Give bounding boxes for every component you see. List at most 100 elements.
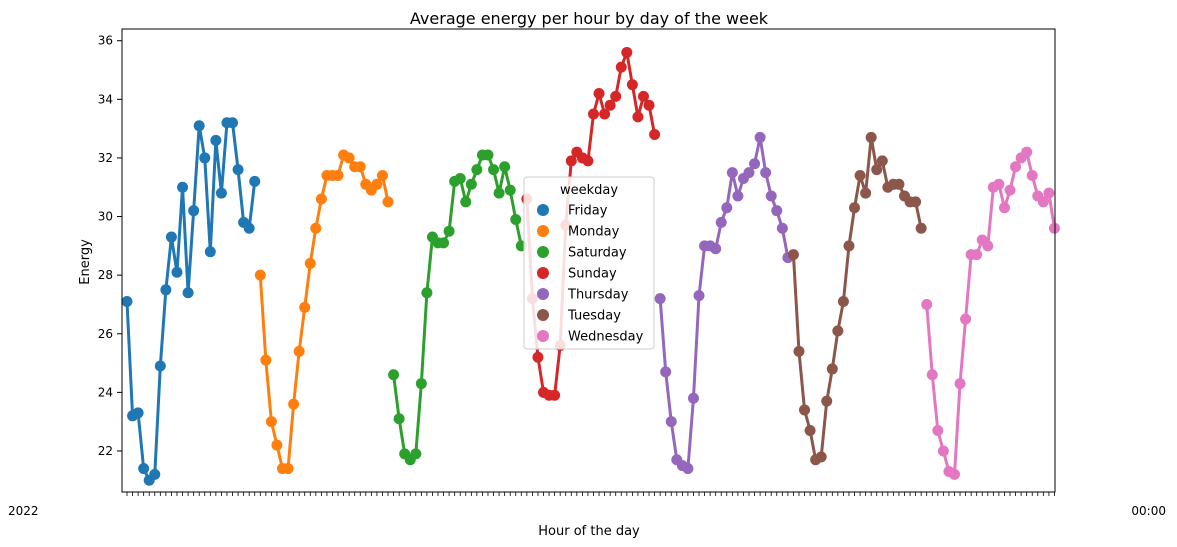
legend-label-thursday: Thursday (567, 288, 629, 303)
data-point-saturday (393, 413, 405, 425)
data-point-wednesday (1043, 187, 1055, 199)
data-point-wednesday (1026, 170, 1038, 182)
data-point-sunday (649, 128, 661, 140)
data-point-saturday (499, 161, 511, 173)
data-point-tuesday (849, 202, 861, 214)
data-point-monday (282, 463, 294, 475)
data-point-wednesday (1048, 222, 1060, 234)
data-point-sunday (637, 90, 649, 102)
data-point-tuesday (832, 325, 844, 337)
legend-label-sunday: Sunday (568, 267, 617, 282)
data-point-saturday (510, 213, 522, 225)
y-axis-label: Energy (78, 239, 93, 285)
data-point-tuesday (826, 363, 838, 375)
data-point-wednesday (993, 178, 1005, 190)
data-point-friday (188, 205, 200, 217)
data-point-friday (121, 296, 133, 308)
series-line-thursday (658, 135, 790, 471)
data-point-monday (265, 416, 277, 428)
data-point-friday (249, 175, 261, 187)
data-point-tuesday (854, 170, 866, 182)
data-point-friday (165, 231, 177, 243)
data-point-thursday (660, 366, 672, 378)
data-point-saturday (415, 378, 427, 390)
data-point-friday (160, 284, 172, 296)
data-point-thursday (765, 190, 777, 202)
x-tick-label-right: 00:00 (1131, 504, 1166, 518)
legend-marker-friday (537, 204, 549, 216)
data-point-wednesday (1004, 184, 1016, 196)
data-point-tuesday (843, 240, 855, 252)
data-point-monday (254, 269, 266, 281)
data-point-tuesday (787, 249, 799, 261)
data-point-monday (260, 354, 272, 366)
legend-frame (523, 176, 655, 350)
data-point-monday (271, 439, 283, 451)
data-point-wednesday (960, 313, 972, 325)
data-point-wednesday (1010, 161, 1022, 173)
data-point-thursday (710, 243, 722, 255)
data-point-sunday (610, 90, 622, 102)
data-point-sunday (615, 61, 627, 73)
legend-marker-saturday (537, 246, 549, 258)
data-point-friday (210, 134, 222, 146)
data-point-tuesday (837, 296, 849, 308)
data-point-friday (132, 407, 144, 419)
data-point-saturday (388, 369, 400, 381)
data-point-wednesday (982, 240, 994, 252)
legend-label-friday: Friday (568, 204, 608, 219)
y-tick-label: 28 (98, 268, 113, 282)
data-point-thursday (726, 167, 738, 179)
data-point-sunday (599, 108, 611, 120)
data-point-sunday (621, 46, 633, 58)
y-tick-label: 32 (98, 151, 113, 165)
data-point-friday (171, 266, 183, 278)
data-point-tuesday (915, 222, 927, 234)
data-point-friday (215, 187, 227, 199)
data-point-monday (293, 345, 305, 357)
y-tick-label: 36 (98, 34, 113, 48)
data-point-friday (149, 468, 161, 480)
data-point-tuesday (821, 395, 833, 407)
legend-label-saturday: Saturday (568, 246, 627, 261)
data-point-wednesday (971, 249, 983, 261)
data-point-monday (299, 301, 311, 313)
y-tick-label: 22 (98, 444, 113, 458)
data-point-sunday (582, 155, 594, 167)
data-point-friday (177, 181, 189, 193)
data-point-saturday (465, 178, 477, 190)
data-point-thursday (771, 205, 783, 217)
legend-label-monday: Monday (568, 225, 620, 240)
data-point-sunday (549, 389, 561, 401)
plot-frame (121, 28, 1056, 493)
data-point-saturday (443, 225, 455, 237)
data-point-friday (193, 120, 205, 132)
data-point-sunday (565, 155, 577, 167)
data-point-saturday (460, 196, 472, 208)
x-tick-label-left: 2022 (8, 504, 39, 518)
data-point-friday (199, 152, 211, 164)
data-point-saturday (410, 448, 422, 460)
legend: weekday Friday Monday Saturday Sunday Thursd… (523, 176, 655, 350)
data-point-friday (182, 287, 194, 299)
data-point-sunday (632, 111, 644, 123)
data-point-thursday (682, 463, 694, 475)
data-point-monday (343, 152, 355, 164)
data-point-tuesday (799, 404, 811, 416)
data-point-tuesday (893, 178, 905, 190)
data-point-thursday (760, 167, 772, 179)
data-point-friday (154, 360, 166, 372)
data-point-monday (315, 193, 327, 205)
data-point-monday (354, 161, 366, 173)
data-point-thursday (721, 202, 733, 214)
data-point-saturday (488, 164, 500, 176)
legend-label-wednesday: Wednesday (568, 330, 644, 345)
data-point-wednesday (926, 369, 938, 381)
legend-marker-thursday (537, 288, 549, 300)
series-line-friday (125, 121, 257, 482)
data-point-thursday (687, 392, 699, 404)
data-point-tuesday (804, 424, 816, 436)
series-line-saturday (392, 153, 523, 462)
